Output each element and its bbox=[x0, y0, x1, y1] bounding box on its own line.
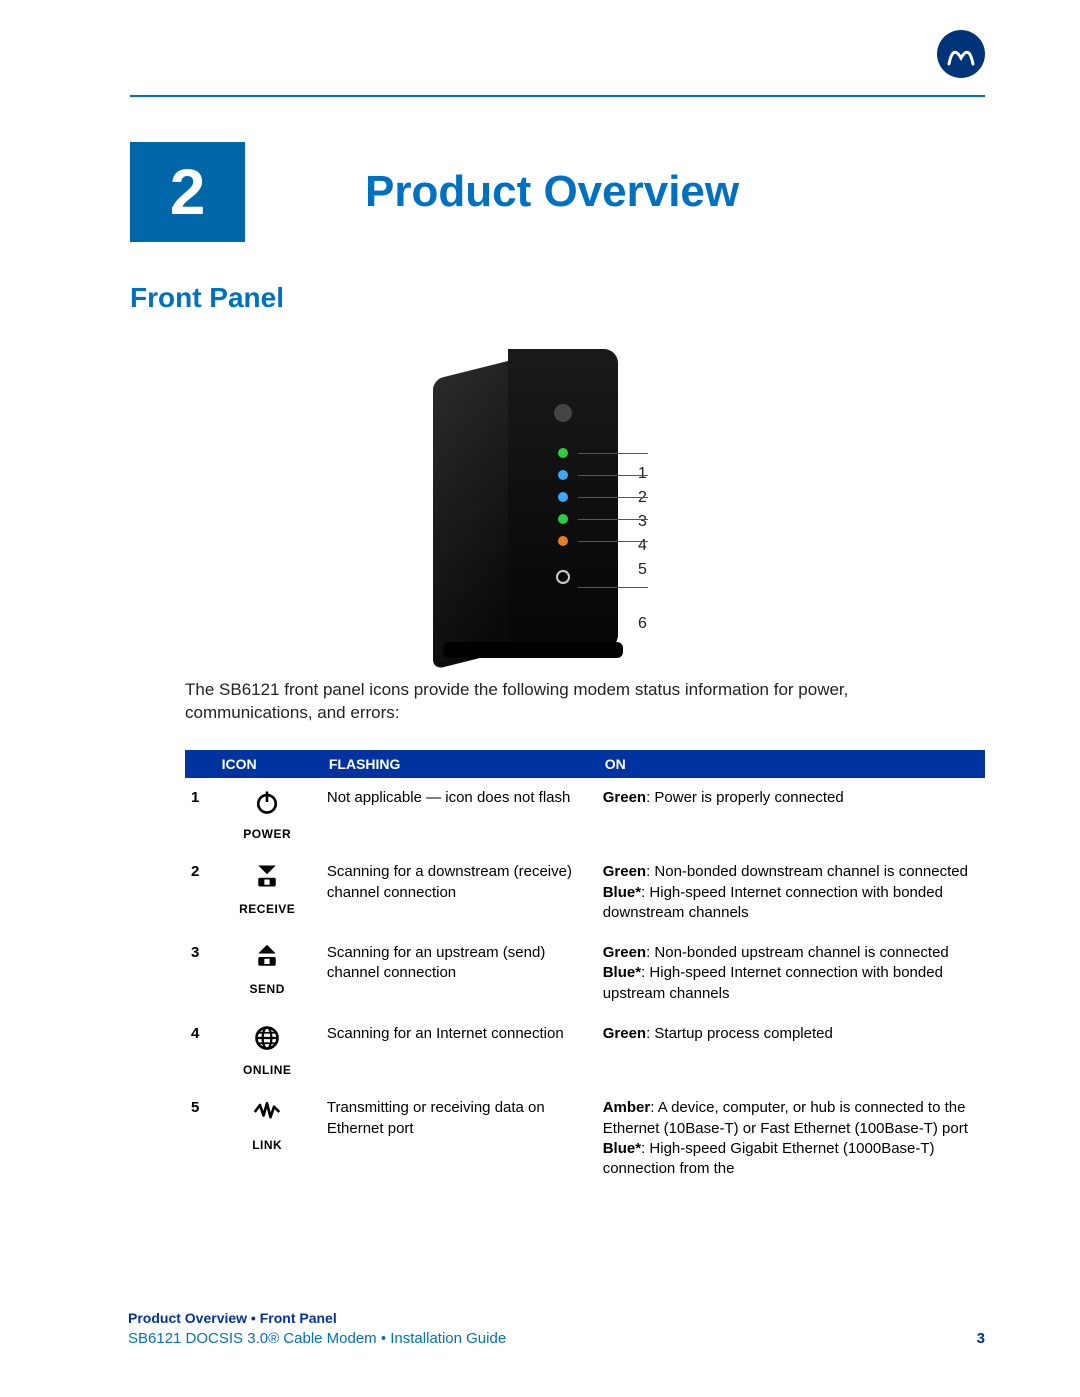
icon-label: POWER bbox=[243, 826, 291, 842]
callout-labels: 1 2 3 4 5 6 bbox=[638, 369, 647, 635]
row-number: 4 bbox=[185, 1014, 214, 1088]
icon-label: ONLINE bbox=[243, 1062, 291, 1078]
table-row: 4 ONLINE Scanning for an Internet connecti… bbox=[185, 1014, 985, 1088]
brand-logo bbox=[937, 30, 985, 78]
table-row: 2 RECEIVE Scanning for a downstream (recei… bbox=[185, 852, 985, 933]
chapter-number-box: 2 bbox=[130, 142, 245, 242]
icon-label: RECEIVE bbox=[239, 901, 295, 917]
modem-illustration bbox=[433, 349, 618, 654]
row-icon-cell: POWER bbox=[214, 778, 321, 852]
row-flashing: Not applicable — icon does not flash bbox=[321, 778, 597, 852]
row-icon-cell: SEND bbox=[214, 933, 321, 1014]
table-row: 5 LINK Transmitting or receiving data on E… bbox=[185, 1088, 985, 1189]
row-flashing: Scanning for an upstream (send) channel … bbox=[321, 933, 597, 1014]
callout-3: 3 bbox=[638, 511, 647, 533]
chapter-header: 2 Product Overview bbox=[130, 142, 985, 242]
callout-1: 1 bbox=[638, 463, 647, 485]
footer-guide-title: SB6121 DOCSIS 3.0® Cable Modem • Install… bbox=[128, 1330, 985, 1347]
footer-page-number: 3 bbox=[977, 1330, 985, 1347]
row-on: Green: Non-bonded upstream channel is co… bbox=[597, 933, 985, 1014]
row-on: Green: Startup process completed bbox=[597, 1014, 985, 1088]
footer-breadcrumb: Product Overview • Front Panel bbox=[128, 1310, 985, 1326]
icon-label: SEND bbox=[250, 981, 285, 997]
th-on: ON bbox=[597, 750, 985, 778]
row-on: Green: Non-bonded downstream channel is … bbox=[597, 852, 985, 933]
online-icon bbox=[251, 1024, 283, 1058]
icon-label: LINK bbox=[252, 1137, 282, 1153]
callout-5: 5 bbox=[638, 559, 647, 581]
status-table: ICON FLASHING ON 1 POWER Not applicable — … bbox=[185, 750, 985, 1189]
callout-4: 4 bbox=[638, 535, 647, 557]
row-icon-cell: ONLINE bbox=[214, 1014, 321, 1088]
receive-icon bbox=[251, 862, 283, 896]
table-row: 1 POWER Not applicable — icon does not fla… bbox=[185, 778, 985, 852]
row-flashing: Scanning for an Internet connection bbox=[321, 1014, 597, 1088]
row-icon-cell: LINK bbox=[214, 1088, 321, 1189]
table-row: 3 SEND Scanning for an upstream (send) cha… bbox=[185, 933, 985, 1014]
callout-2: 2 bbox=[638, 487, 647, 509]
row-flashing: Scanning for a downstream (receive) chan… bbox=[321, 852, 597, 933]
row-number: 2 bbox=[185, 852, 214, 933]
th-icon: ICON bbox=[214, 750, 321, 778]
row-icon-cell: RECEIVE bbox=[214, 852, 321, 933]
row-on: Amber: A device, computer, or hub is con… bbox=[597, 1088, 985, 1189]
product-figure: 1 2 3 4 5 6 bbox=[95, 349, 985, 654]
row-number: 1 bbox=[185, 778, 214, 852]
page-footer: Product Overview • Front Panel SB6121 DO… bbox=[128, 1310, 985, 1347]
chapter-title: Product Overview bbox=[365, 167, 739, 217]
send-icon bbox=[251, 943, 283, 977]
callout-6: 6 bbox=[638, 613, 647, 635]
row-number: 5 bbox=[185, 1088, 214, 1189]
row-on: Green: Power is properly connected bbox=[597, 778, 985, 852]
th-flashing: FLASHING bbox=[321, 750, 597, 778]
link-icon bbox=[251, 1098, 283, 1132]
row-flashing: Transmitting or receiving data on Ethern… bbox=[321, 1088, 597, 1189]
power-icon bbox=[251, 788, 283, 822]
section-title: Front Panel bbox=[130, 282, 985, 314]
top-rule bbox=[130, 95, 985, 97]
intro-paragraph: The SB6121 front panel icons provide the… bbox=[185, 679, 905, 725]
row-number: 3 bbox=[185, 933, 214, 1014]
